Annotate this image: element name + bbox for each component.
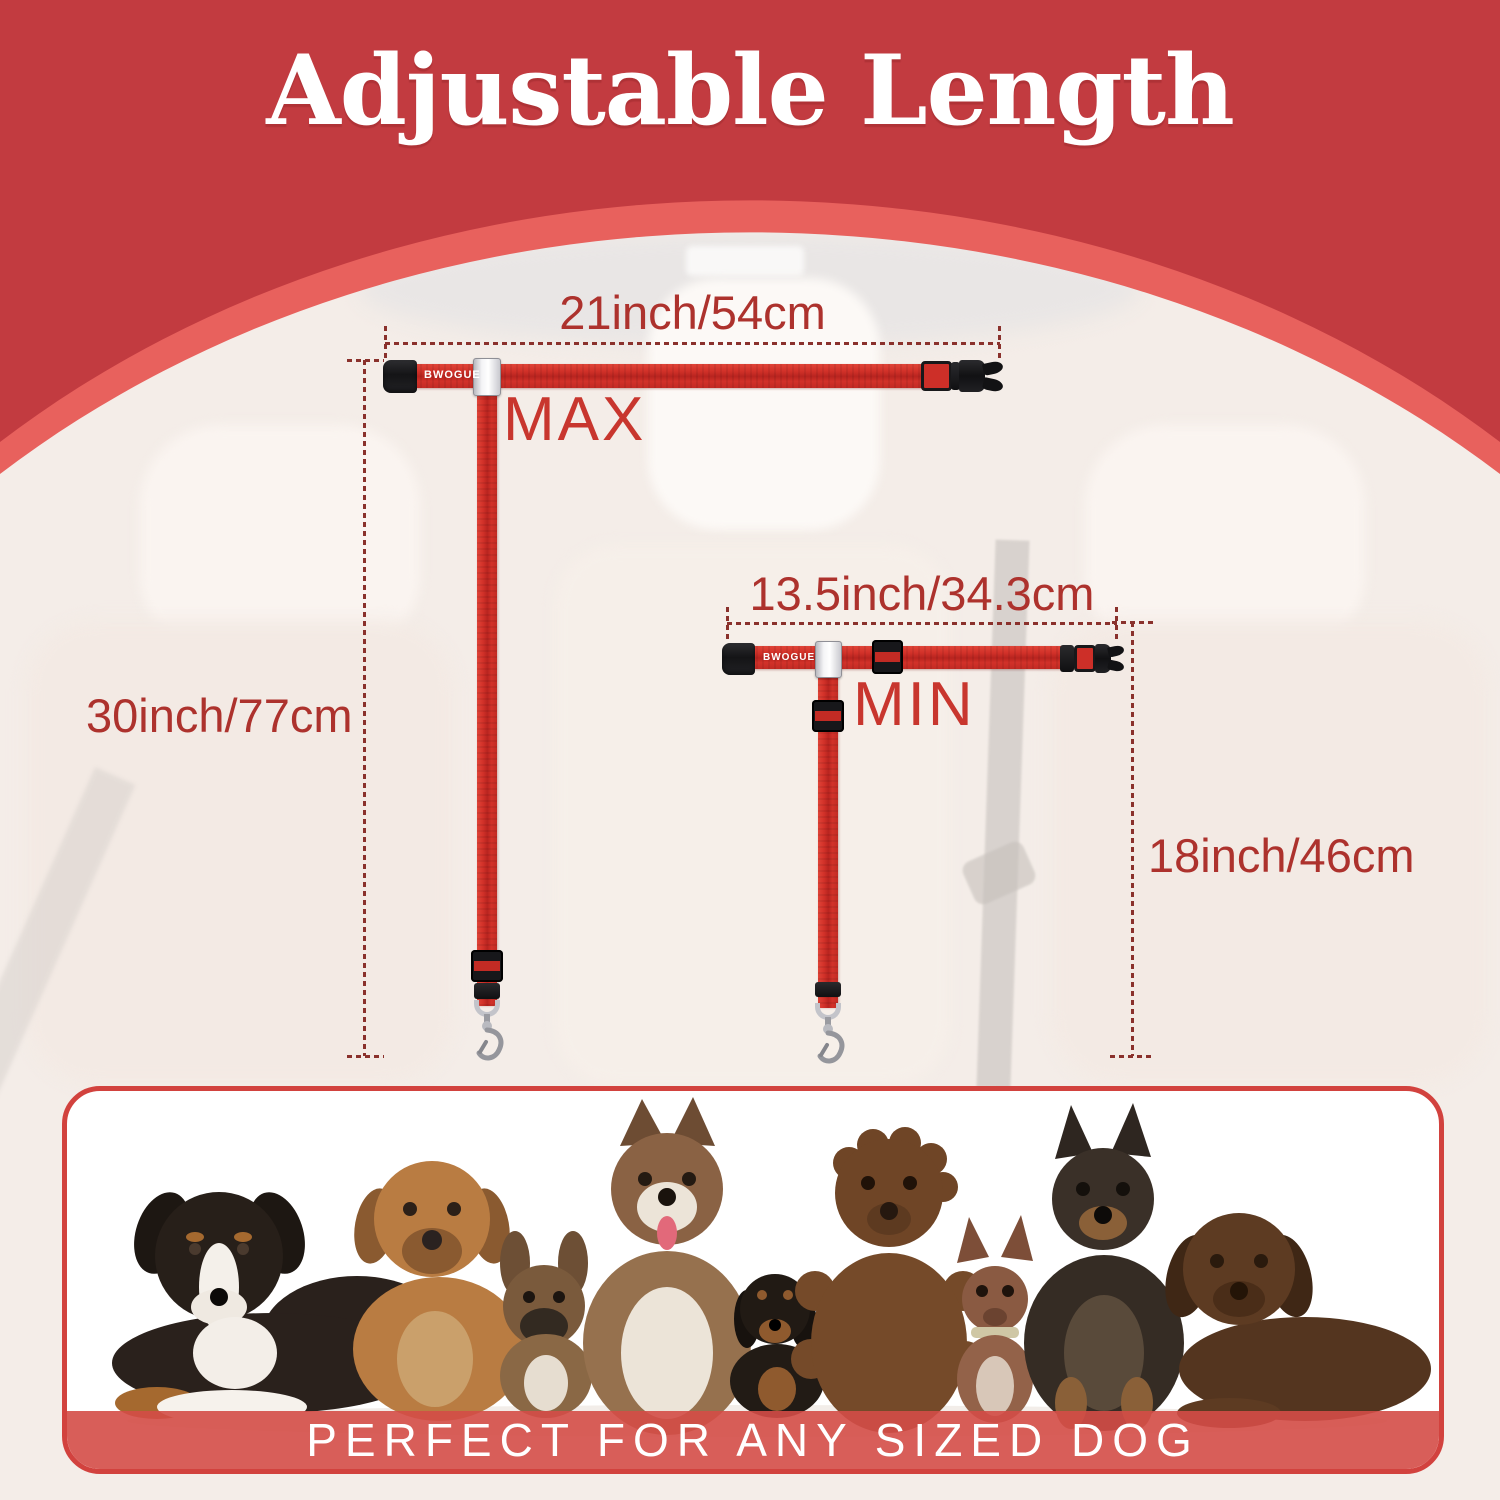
dog-mastiff-puppy — [353, 1161, 525, 1421]
banner-text: PERFECT FOR ANY SIZED DOG — [306, 1414, 1200, 1466]
dog-french-bulldog — [500, 1231, 592, 1418]
max-height-dimension-line — [363, 360, 366, 1056]
dogs-card: PERFECT FOR ANY SIZED DOG — [62, 1086, 1444, 1474]
header-arch — [0, 0, 1500, 474]
dog-finnish-lapphund — [583, 1097, 751, 1435]
max-vertical-strap — [477, 380, 497, 1006]
min-strap-adjuster-icon — [812, 700, 844, 732]
min-metal-slider-icon — [815, 641, 842, 678]
min-height-tick-bottom — [1110, 1055, 1153, 1058]
min-height-dimension-label: 18inch/46cm — [1148, 829, 1415, 882]
header-background — [0, 0, 1500, 442]
max-right-buckle-icon — [959, 360, 985, 392]
dog-chocolate-labrador — [1165, 1213, 1431, 1428]
page-title: Adjustable Length — [266, 34, 1234, 147]
min-right-bar-icon — [1060, 645, 1074, 672]
max-width-tick-left — [384, 326, 387, 362]
max-left-buckle-icon — [383, 360, 417, 393]
max-size-label: MAX — [503, 385, 647, 454]
min-width-dimension-line — [727, 622, 1117, 625]
min-left-buckle-icon — [722, 643, 755, 675]
max-strap-adjuster-icon — [471, 950, 503, 982]
max-snap-hook-icon — [476, 1014, 504, 1061]
min-right-adjuster-icon — [1074, 645, 1096, 672]
right-headrest — [1085, 425, 1365, 655]
max-width-tick-right — [998, 326, 1001, 362]
center-seatback — [555, 545, 950, 1085]
min-right-buckle-icon — [1095, 644, 1111, 673]
center-headrest — [648, 278, 880, 530]
max-height-dimension-label: 30inch/77cm — [86, 689, 353, 742]
max-width-dimension-line — [385, 342, 1000, 345]
max-width-dimension-label: 21inch/54cm — [559, 286, 826, 339]
banner: PERFECT FOR ANY SIZED DOG — [67, 1411, 1439, 1469]
min-size-label: MIN — [853, 670, 976, 739]
max-metal-slider-icon — [473, 358, 501, 396]
min-width-tick-right — [1115, 607, 1118, 642]
min-brand-label: BWOGUE — [763, 652, 816, 663]
right-seatback — [1050, 620, 1490, 1085]
max-height-tick-bottom — [347, 1055, 384, 1058]
min-width-tick-left — [726, 607, 729, 642]
dog-german-shepherd-puppy — [1024, 1103, 1184, 1431]
min-belt-adjuster-icon — [872, 640, 903, 674]
dog-lineup — [112, 1097, 1431, 1437]
min-height-dimension-line — [1131, 622, 1134, 1056]
max-strap-band-icon — [474, 983, 500, 999]
max-right-bar-icon — [951, 362, 960, 390]
max-strap-adjuster-inner — [474, 961, 500, 971]
car-seatbelt-buckle-right — [959, 838, 1039, 908]
max-right-adjuster-icon — [921, 361, 952, 391]
dog-chihuahua — [957, 1215, 1033, 1423]
window-pillar — [686, 246, 804, 276]
min-strap-adjuster-inner — [815, 711, 841, 721]
left-headrest — [140, 425, 420, 655]
min-vertical-strap — [818, 660, 838, 1008]
min-strap-band-icon — [815, 982, 841, 997]
min-width-dimension-label: 13.5inch/34.3cm — [749, 567, 1095, 620]
max-brand-label: BWOGUE — [424, 369, 481, 381]
min-belt-adjuster-inner — [875, 651, 900, 663]
min-snap-hook-icon — [817, 1017, 845, 1064]
dog-labradoodle — [791, 1127, 985, 1433]
